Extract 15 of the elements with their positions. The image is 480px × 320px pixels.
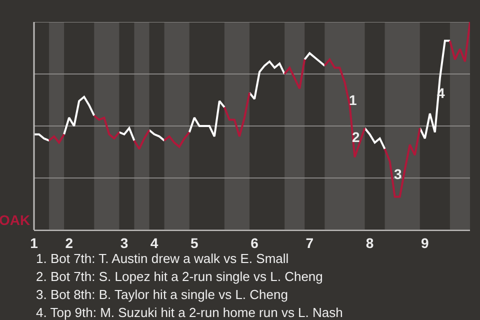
x-tick-label: 5 xyxy=(190,234,198,251)
x-tick-label: 2 xyxy=(65,234,74,251)
x-tick-label: 7 xyxy=(306,234,314,251)
annotation: 3 xyxy=(394,166,402,182)
x-tick-label: 1 xyxy=(30,234,38,251)
x-tick-label: 9 xyxy=(421,234,429,251)
x-tick-label: 8 xyxy=(366,234,374,251)
text: 3. Bot 8th: B. Taylor hit a single vs L. Cheng xyxy=(36,287,288,302)
x-tick-label: 4 xyxy=(150,234,158,251)
annotation: 1 xyxy=(349,92,357,108)
text: 2. Bot 7th: S. Lopez hit a 2-run single vs L. Cheng xyxy=(36,269,323,284)
text: 1. Bot 7th: T. Austin drew a walk vs E. Small xyxy=(36,251,289,266)
x-tick-label: 6 xyxy=(250,234,259,251)
text: 4. Top 9th: M. Suzuki hit a 2-run home run vs L. Nash xyxy=(36,305,343,320)
x-tick-label: 3 xyxy=(120,234,128,251)
